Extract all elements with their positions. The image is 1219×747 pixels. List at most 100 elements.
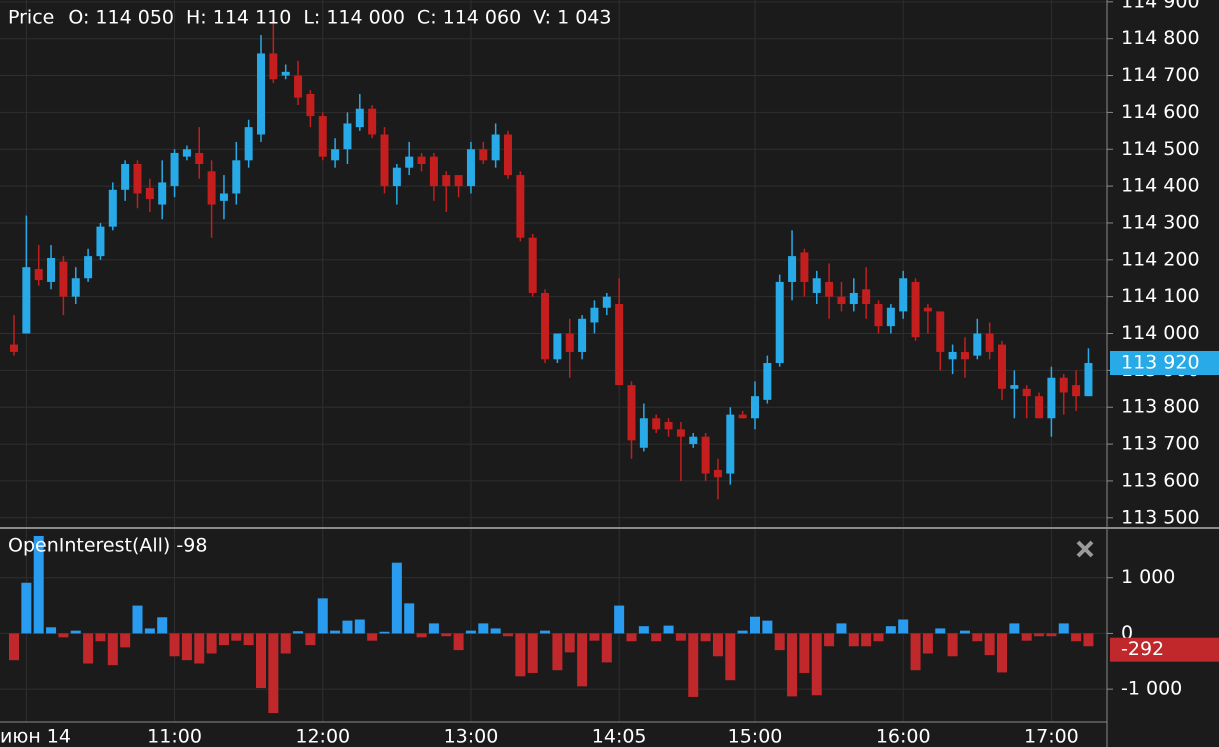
x-tick-label: 16:00 — [876, 726, 931, 747]
candle-body — [96, 226, 105, 257]
bar — [1009, 623, 1020, 634]
candle-body — [331, 149, 340, 161]
candle-body — [738, 414, 747, 419]
bar — [9, 633, 19, 661]
x-tick-label: 12:00 — [295, 726, 350, 747]
y-tick-label: 114 700 — [1121, 64, 1200, 86]
marks — [9, 16, 1094, 714]
candle-body — [207, 171, 216, 205]
bar — [1058, 623, 1069, 634]
close-indicator[interactable] — [1076, 540, 1094, 558]
candle-body — [429, 156, 438, 187]
candle-body — [479, 149, 488, 161]
bar — [861, 633, 872, 647]
candle-body — [392, 167, 401, 187]
bar — [441, 633, 452, 637]
bar — [515, 633, 526, 677]
y-tick-label: 113 500 — [1121, 506, 1200, 528]
y-tick-label: 114 600 — [1121, 101, 1200, 123]
candle-body — [689, 436, 698, 445]
y-tick-label: 114 800 — [1121, 27, 1200, 49]
candle-body — [960, 351, 969, 360]
y-tick-label: 114 100 — [1121, 285, 1200, 307]
candle-body — [219, 193, 228, 201]
x-tick-label: 17:00 — [1024, 726, 1079, 747]
bar — [231, 633, 242, 641]
bar — [552, 633, 563, 671]
candle-body — [466, 149, 475, 187]
candle-body — [713, 469, 722, 478]
ohlc-readout: V: 1 043 — [533, 7, 611, 29]
bar — [663, 625, 674, 634]
candle-body — [726, 414, 735, 474]
last-price-tag — [1110, 351, 1219, 376]
candle-body — [936, 311, 945, 352]
bar — [799, 633, 810, 673]
bar — [256, 633, 266, 689]
y-tick-label: 114 000 — [1121, 322, 1200, 344]
last-oi-tag — [1110, 637, 1219, 662]
y-tick-label: 114 300 — [1121, 211, 1200, 233]
close-icon[interactable] — [1076, 540, 1094, 558]
bar — [1034, 633, 1045, 637]
ohlc-readout: C: 114 060 — [417, 7, 521, 29]
bar — [70, 630, 81, 634]
candle-body — [133, 163, 142, 194]
candle-body — [788, 256, 797, 282]
bar — [95, 633, 106, 642]
candle-body — [1022, 388, 1031, 397]
bar — [1071, 633, 1082, 642]
bar — [725, 633, 736, 681]
candle-body — [158, 182, 167, 205]
candle-body — [10, 344, 18, 352]
candle-body — [182, 149, 191, 157]
candle-body — [1059, 377, 1068, 393]
bar — [712, 633, 723, 657]
bar — [737, 630, 748, 634]
candle-body — [911, 281, 920, 338]
bar — [824, 633, 835, 647]
candle-body — [170, 152, 179, 187]
candle-body — [528, 237, 537, 293]
candle-body — [812, 278, 821, 293]
bar — [132, 605, 143, 634]
candle-body — [257, 53, 265, 135]
candle-body — [405, 156, 414, 168]
candle-body — [368, 108, 377, 135]
bar — [453, 633, 464, 651]
candle-body — [1084, 363, 1093, 397]
y-tick-label: 113 700 — [1121, 433, 1200, 455]
candle-body — [652, 418, 661, 430]
candle-body — [195, 152, 204, 164]
x-tick-label: 13:00 — [444, 726, 499, 747]
candle-body — [541, 292, 550, 360]
bar — [478, 623, 489, 634]
bar — [305, 633, 316, 646]
bar — [206, 633, 217, 654]
bar — [885, 626, 896, 634]
candle-body — [1035, 396, 1044, 419]
candle-body — [306, 93, 315, 117]
ohlc-readout: H: 114 110 — [186, 7, 291, 29]
bar — [1083, 633, 1094, 647]
bar — [1021, 633, 1032, 641]
candle-body — [343, 123, 352, 150]
bar — [564, 633, 575, 653]
ohlc-readout: L: 114 000 — [303, 7, 405, 29]
candle-body — [34, 269, 43, 281]
bar — [922, 633, 933, 654]
bar — [107, 633, 118, 666]
candle-body — [1047, 377, 1056, 419]
y-tick-label: 1 000 — [1121, 566, 1175, 588]
bar — [787, 633, 798, 697]
candle-body — [442, 175, 451, 187]
x-tick-label: 11:00 — [147, 726, 202, 747]
bar — [614, 605, 625, 634]
candle-body — [775, 281, 784, 364]
bar — [836, 623, 847, 634]
last-oi-label: -292 — [1121, 638, 1164, 660]
bar — [243, 633, 254, 646]
bar — [651, 633, 662, 642]
bar — [688, 633, 699, 697]
